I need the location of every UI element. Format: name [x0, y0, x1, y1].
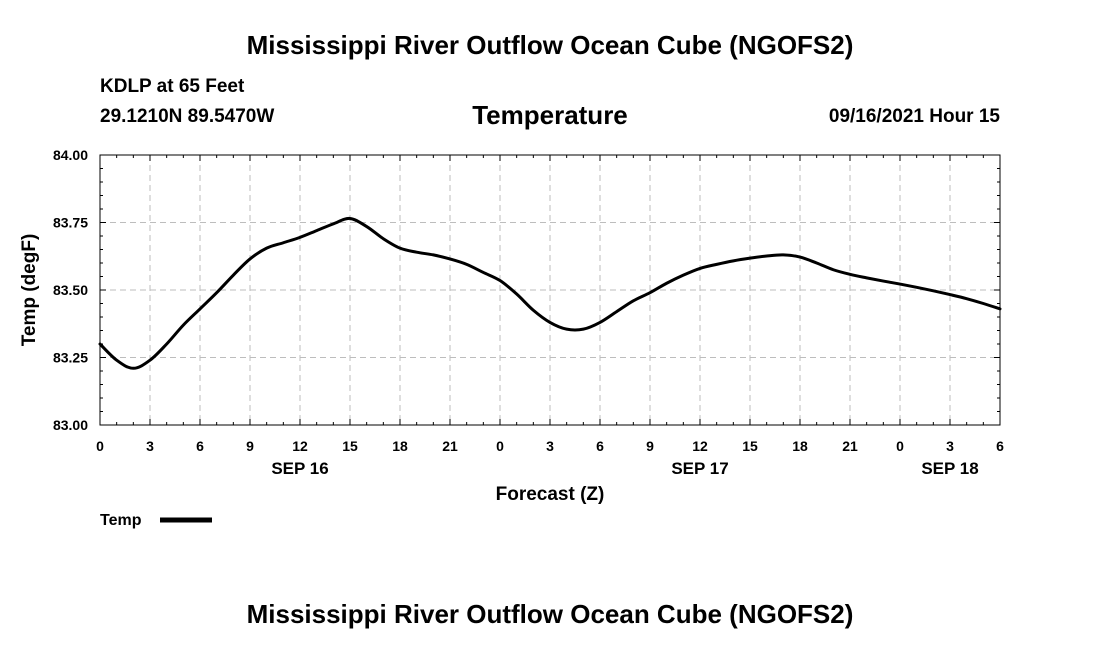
- x-tick-label: 9: [246, 438, 254, 454]
- x-tick-label: 21: [442, 438, 458, 454]
- coordinates-label: 29.1210N 89.5470W: [100, 106, 275, 127]
- legend-label: Temp: [100, 512, 142, 529]
- x-tick-label: 3: [946, 438, 954, 454]
- y-tick-label: 84.00: [53, 147, 88, 163]
- footer-title: Mississippi River Outflow Ocean Cube (NG…: [246, 599, 854, 629]
- y-tick-label: 83.50: [53, 282, 88, 298]
- x-tick-label: 3: [546, 438, 554, 454]
- x-tick-label: 6: [996, 438, 1004, 454]
- y-axis-label: Temp (degF): [19, 234, 40, 347]
- x-tick-label: 12: [292, 438, 308, 454]
- x-tick-label: 6: [596, 438, 604, 454]
- x-tick-label: 3: [146, 438, 154, 454]
- x-tick-label: 18: [792, 438, 808, 454]
- y-tick-label: 83.00: [53, 417, 88, 433]
- main-title: Mississippi River Outflow Ocean Cube (NG…: [246, 30, 854, 60]
- x-tick-label: 12: [692, 438, 708, 454]
- x-tick-label: 21: [842, 438, 858, 454]
- x-tick-label: 0: [96, 438, 104, 454]
- y-tick-label: 83.75: [53, 215, 88, 231]
- x-tick-label: 0: [896, 438, 904, 454]
- day-label: SEP 18: [921, 459, 978, 478]
- x-tick-label: 15: [742, 438, 758, 454]
- series-line-temp: [98, 216, 1002, 370]
- y-tick-label: 83.25: [53, 350, 88, 366]
- x-tick-label: 6: [196, 438, 204, 454]
- x-tick-label: 9: [646, 438, 654, 454]
- x-tick-label: 0: [496, 438, 504, 454]
- day-label: SEP 17: [671, 459, 728, 478]
- x-axis-label: Forecast (Z): [496, 484, 605, 505]
- forecast-datetime: 09/16/2021 Hour 15: [828, 106, 1000, 127]
- day-label: SEP 16: [271, 459, 328, 478]
- variable-title: Temperature: [472, 100, 628, 130]
- x-tick-label: 15: [342, 438, 358, 454]
- station-label: KDLP at 65 Feet: [100, 76, 245, 97]
- x-tick-label: 18: [392, 438, 408, 454]
